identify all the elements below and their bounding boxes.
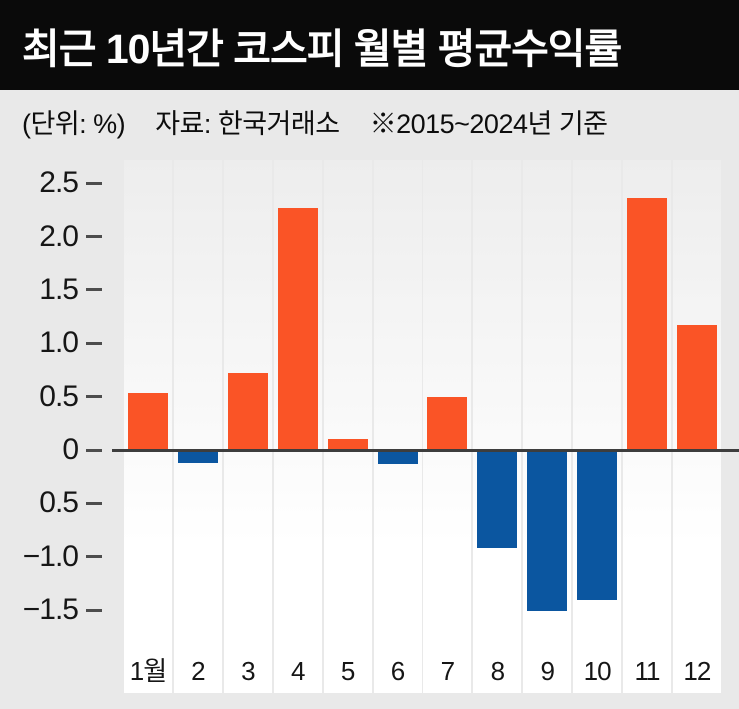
y-axis-label: 0.5 (39, 486, 79, 520)
y-axis-tick (86, 288, 102, 292)
bar-11 (627, 198, 667, 450)
bar-1월 (128, 393, 168, 450)
month-column-band (523, 160, 572, 693)
basis-label: ※2015~2024년 기준 (369, 108, 608, 139)
x-axis-label: 7 (440, 656, 455, 686)
month-column-band (173, 160, 222, 693)
zero-axis-line (112, 449, 739, 452)
y-axis-label: 2.5 (39, 166, 79, 200)
bar-6 (377, 452, 418, 464)
y-axis-label: 1.5 (39, 272, 79, 306)
bar-2 (177, 452, 218, 463)
x-axis-label: 2 (191, 656, 205, 686)
y-axis-tick (86, 395, 102, 399)
y-axis-tick (86, 501, 102, 505)
x-axis-label: 4 (290, 656, 305, 686)
source-label: 자료: 한국거래소 (155, 108, 340, 139)
x-axis-label: 3 (241, 656, 255, 686)
month-column-band (573, 160, 622, 693)
bar-8 (477, 452, 518, 549)
title-bar: 최근 10년간 코스피 월별 평균수익률 (0, 0, 739, 90)
bar-4 (277, 207, 318, 450)
y-axis-label: −1.5 (22, 593, 79, 627)
bar-5 (327, 439, 368, 450)
x-axis-label: 6 (390, 656, 405, 686)
y-axis-tick (86, 448, 102, 452)
y-axis-tick (86, 181, 102, 185)
y-axis-tick (86, 235, 102, 239)
x-axis-label: 9 (540, 656, 554, 686)
x-axis-label: 1월 (129, 656, 167, 686)
unit-label: (단위: %) (22, 108, 126, 139)
month-column-band (373, 160, 422, 693)
y-axis-label: 1.0 (39, 326, 79, 360)
x-axis-label: 10 (583, 656, 612, 686)
bar-7 (427, 396, 468, 450)
subheader: (단위: %) 자료: 한국거래소 ※2015~2024년 기준 (22, 98, 722, 144)
x-axis-label: 12 (683, 656, 711, 686)
chart-title: 최근 10년간 코스피 월별 평균수익률 (22, 26, 622, 72)
bar-9 (527, 452, 568, 611)
month-column-band (323, 160, 372, 693)
x-axis-label: 11 (634, 656, 661, 686)
y-axis-tick (86, 608, 102, 612)
y-axis-tick (86, 341, 102, 345)
x-axis-label: 8 (490, 656, 505, 686)
y-axis-label: −1.0 (22, 539, 79, 573)
y-axis-label: 0 (62, 433, 79, 466)
y-axis-tick (86, 555, 102, 559)
bar-10 (577, 452, 618, 601)
x-axis-label: 5 (340, 656, 355, 686)
y-axis-label: 2.0 (39, 219, 79, 253)
bar-12 (676, 325, 717, 450)
bar-3 (227, 373, 268, 450)
month-column-band (473, 160, 522, 693)
y-axis-label: 0.5 (39, 379, 79, 413)
